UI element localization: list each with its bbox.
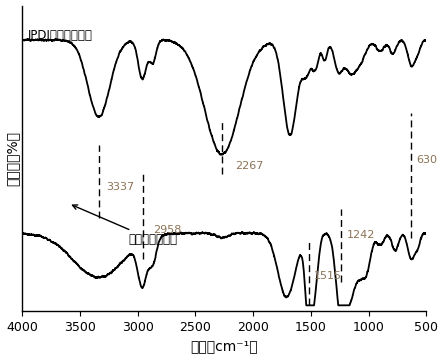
Text: 封闭聚异氰酸酯: 封闭聚异氰酸酯 [72,205,178,246]
Text: 1515: 1515 [314,271,342,281]
Text: 2958: 2958 [153,225,181,235]
Y-axis label: 透过率（%）: 透过率（%） [6,131,20,186]
X-axis label: 波数（cm⁻¹）: 波数（cm⁻¹） [190,340,258,354]
Text: 630: 630 [416,155,437,165]
Text: 2267: 2267 [235,160,263,171]
Text: 1242: 1242 [347,230,376,241]
Text: IPDI三聚体预聚物: IPDI三聚体预聚物 [28,29,93,42]
Text: 3337: 3337 [107,182,135,192]
